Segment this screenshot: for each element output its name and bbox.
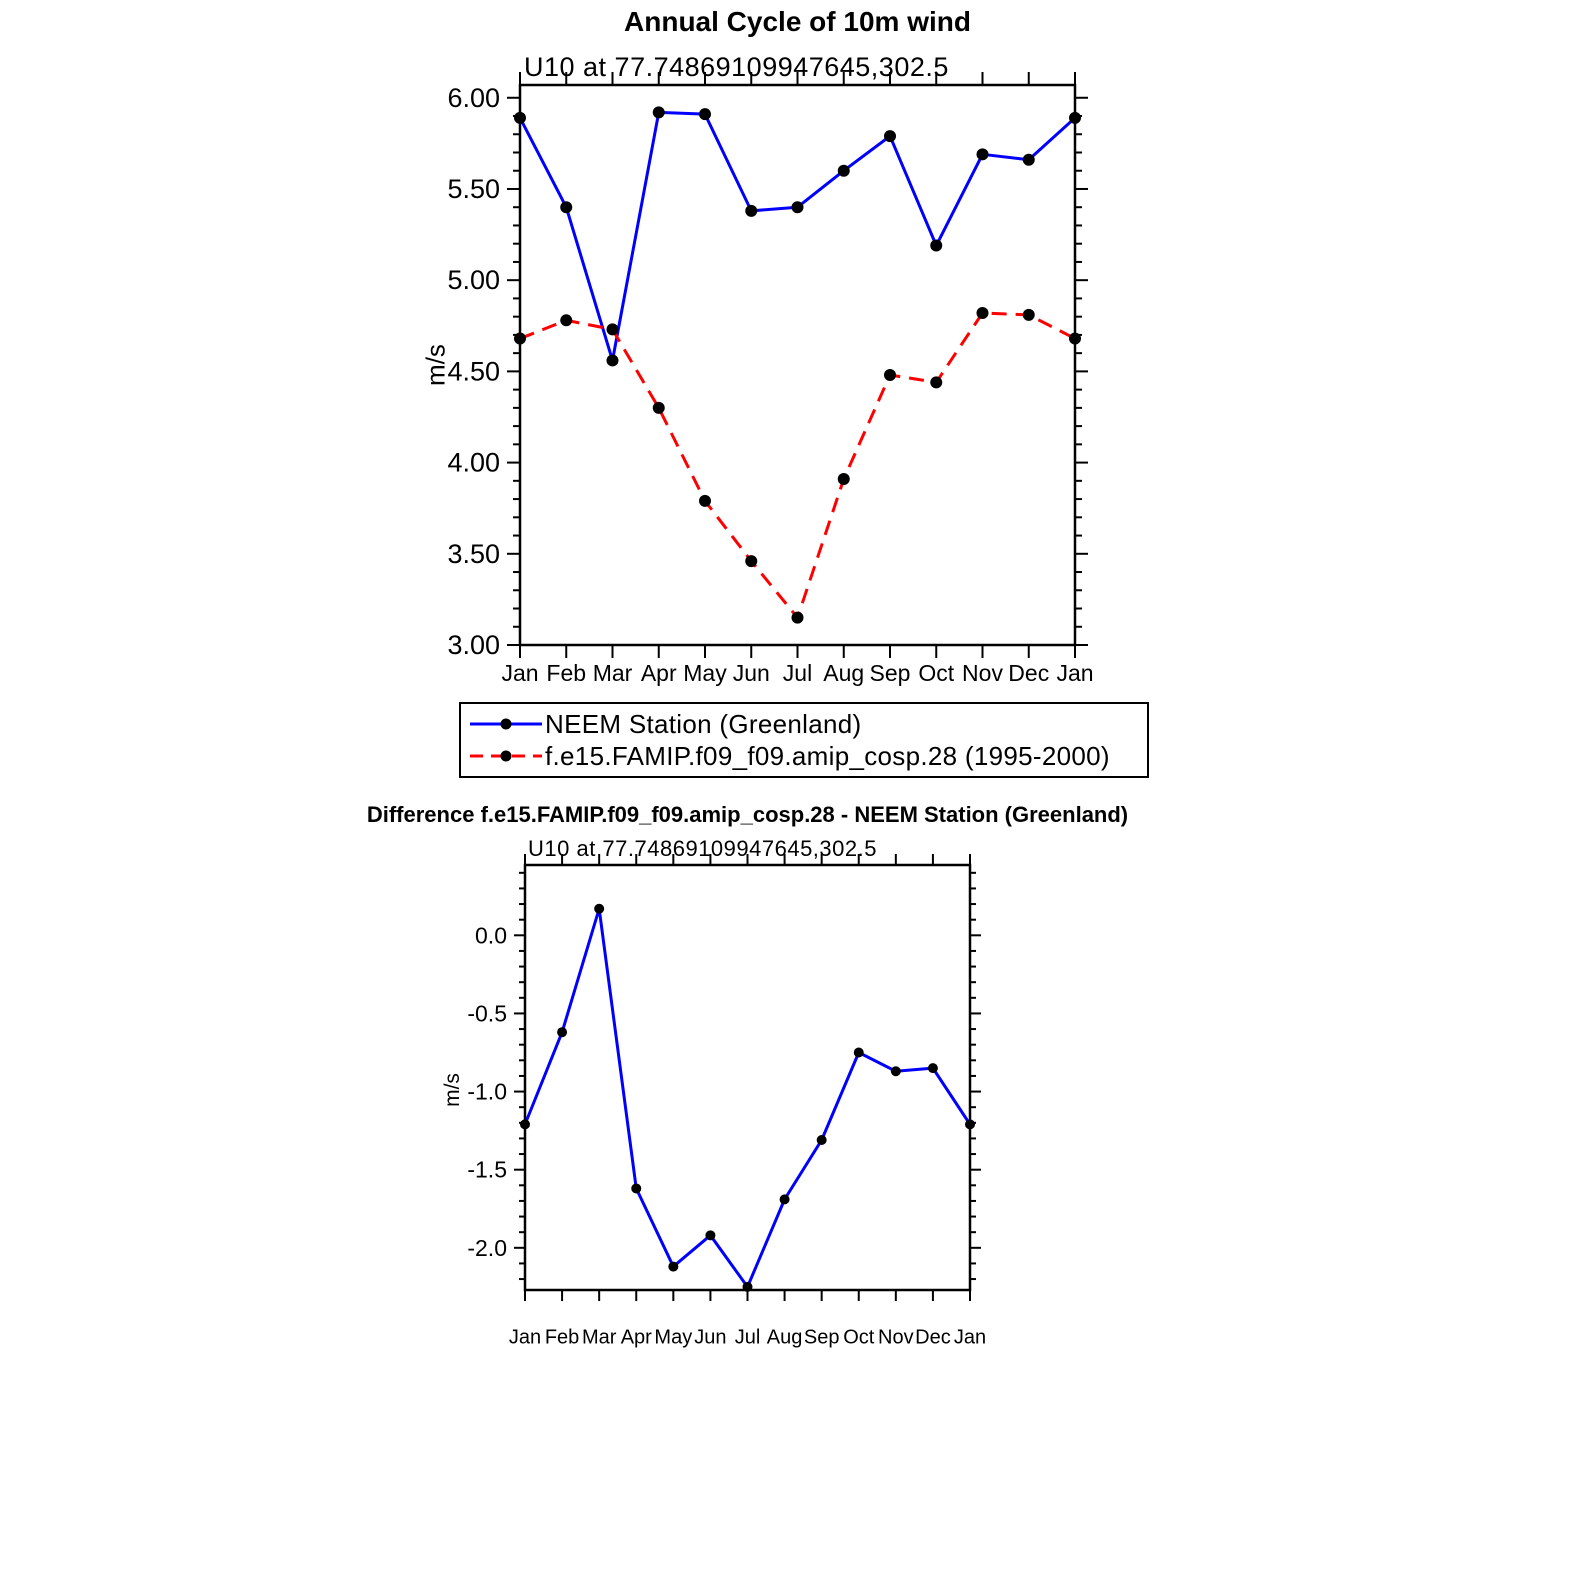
svg-text:Feb: Feb [546, 660, 586, 686]
svg-text:Jan: Jan [1056, 660, 1093, 686]
svg-text:-2.0: -2.0 [467, 1235, 507, 1261]
svg-text:0.0: 0.0 [475, 922, 507, 948]
svg-text:Jan: Jan [501, 660, 538, 686]
svg-text:Apr: Apr [621, 1327, 652, 1349]
svg-text:-1.5: -1.5 [467, 1157, 507, 1183]
svg-text:Mar: Mar [582, 1327, 617, 1349]
svg-text:May: May [654, 1327, 692, 1349]
svg-text:5.00: 5.00 [447, 265, 500, 295]
svg-text:Dec: Dec [915, 1327, 951, 1349]
svg-text:Jul: Jul [735, 1327, 761, 1349]
svg-text:3.50: 3.50 [447, 539, 500, 569]
svg-text:5.50: 5.50 [447, 174, 500, 204]
svg-text:3.00: 3.00 [447, 630, 500, 660]
legend-item-model-run: f.e15.FAMIP.f09_f09.amip_cosp.28 (1995-2… [469, 740, 1147, 772]
top-chart-ylabel: m/s [420, 344, 451, 386]
svg-text:Jan: Jan [954, 1327, 986, 1349]
legend-label-neem-station: NEEM Station (Greenland) [545, 708, 862, 739]
top-chart-subtitle: U10 at 77.74869109947645,302.5 [524, 52, 949, 82]
svg-text:6.00: 6.00 [447, 83, 500, 113]
legend-item-neem-station: NEEM Station (Greenland) [469, 708, 1147, 740]
svg-text:May: May [683, 660, 727, 686]
svg-text:Oct: Oct [918, 660, 954, 686]
bottom-chart-title: Difference f.e15.FAMIP.f09_f09.amip_cosp… [366, 802, 1129, 827]
legend-line-sample-red-dashed [470, 750, 542, 762]
svg-text:Aug: Aug [823, 660, 864, 686]
bottom-chart-ylabel: m/s [441, 1073, 464, 1107]
svg-text:Oct: Oct [843, 1327, 875, 1349]
svg-text:-1.0: -1.0 [467, 1079, 507, 1105]
svg-text:-0.5: -0.5 [467, 1000, 507, 1026]
svg-text:Dec: Dec [1008, 660, 1049, 686]
svg-text:Mar: Mar [593, 660, 633, 686]
svg-text:Aug: Aug [767, 1327, 803, 1349]
bottom-chart-subtitle: U10 at 77.74869109947645,302.5 [528, 836, 877, 861]
svg-text:Sep: Sep [804, 1327, 840, 1349]
svg-text:Jun: Jun [733, 660, 770, 686]
svg-text:4.50: 4.50 [447, 356, 500, 386]
svg-text:Jun: Jun [694, 1327, 726, 1349]
legend-line-sample-blue [470, 718, 542, 730]
legend-box: NEEM Station (Greenland) f.e15.FAMIP.f09… [459, 702, 1149, 778]
svg-text:4.00: 4.00 [447, 448, 500, 478]
svg-text:Nov: Nov [962, 660, 1003, 686]
svg-text:Sep: Sep [870, 660, 911, 686]
svg-text:Nov: Nov [878, 1327, 914, 1349]
svg-text:Apr: Apr [641, 660, 677, 686]
svg-text:Jan: Jan [509, 1327, 541, 1349]
legend-label-model-run: f.e15.FAMIP.f09_f09.amip_cosp.28 (1995-2… [545, 740, 1110, 771]
top-chart-title: Annual Cycle of 10m wind [624, 6, 971, 37]
svg-text:Jul: Jul [783, 660, 812, 686]
svg-text:Feb: Feb [545, 1327, 579, 1349]
